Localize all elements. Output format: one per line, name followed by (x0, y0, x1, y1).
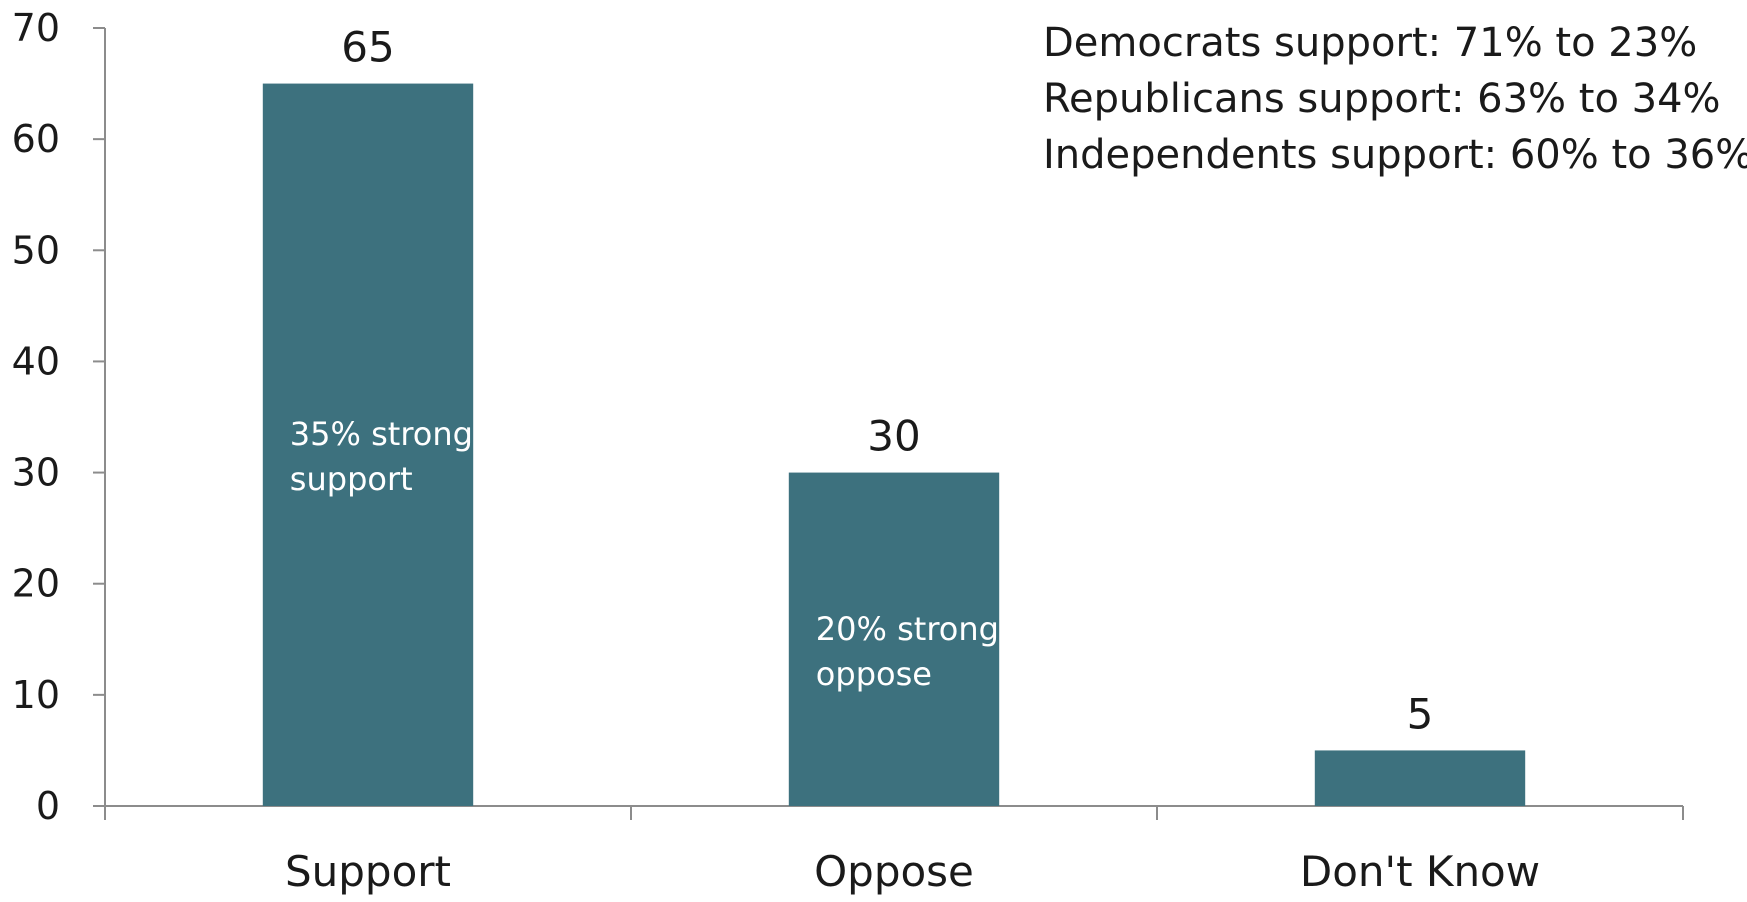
category-label: Support (285, 847, 451, 896)
annotation-text: Democrats support: 71% to 23% (1043, 20, 1697, 66)
bar-note: 20% strong (816, 610, 999, 648)
y-tick-label: 10 (12, 673, 60, 717)
data-label: 65 (341, 23, 394, 72)
y-tick-label: 60 (12, 117, 60, 161)
bar-note: 35% strong (290, 415, 473, 453)
bar (1314, 750, 1526, 806)
y-tick-label: 20 (12, 562, 60, 606)
x-axis: Support Oppose Don't Know (104, 805, 1684, 896)
bar (262, 83, 474, 807)
y-axis: 0 10 20 30 40 50 60 70 (12, 6, 106, 828)
y-tick-label: 40 (12, 339, 60, 383)
annotation-text: Republicans support: 63% to 34% (1043, 76, 1721, 122)
y-tick-label: 30 (12, 451, 60, 495)
data-label: 30 (867, 412, 920, 461)
y-tick-label: 0 (36, 784, 60, 828)
bar (788, 472, 1000, 806)
category-label: Don't Know (1300, 847, 1540, 896)
annotation-text: Independents support: 60% to 36% (1043, 132, 1747, 178)
bar-note: oppose (816, 655, 932, 693)
bar-note: support (290, 460, 413, 498)
bars: 65 35% strong support 30 20% strong oppose 5 (262, 23, 1526, 807)
y-tick-label: 50 (12, 228, 60, 272)
data-label: 5 (1407, 689, 1434, 738)
y-tick-label: 70 (12, 6, 60, 50)
annotations: Democrats support: 71% to 23% Republicans… (1043, 20, 1747, 178)
category-label: Oppose (814, 847, 974, 896)
